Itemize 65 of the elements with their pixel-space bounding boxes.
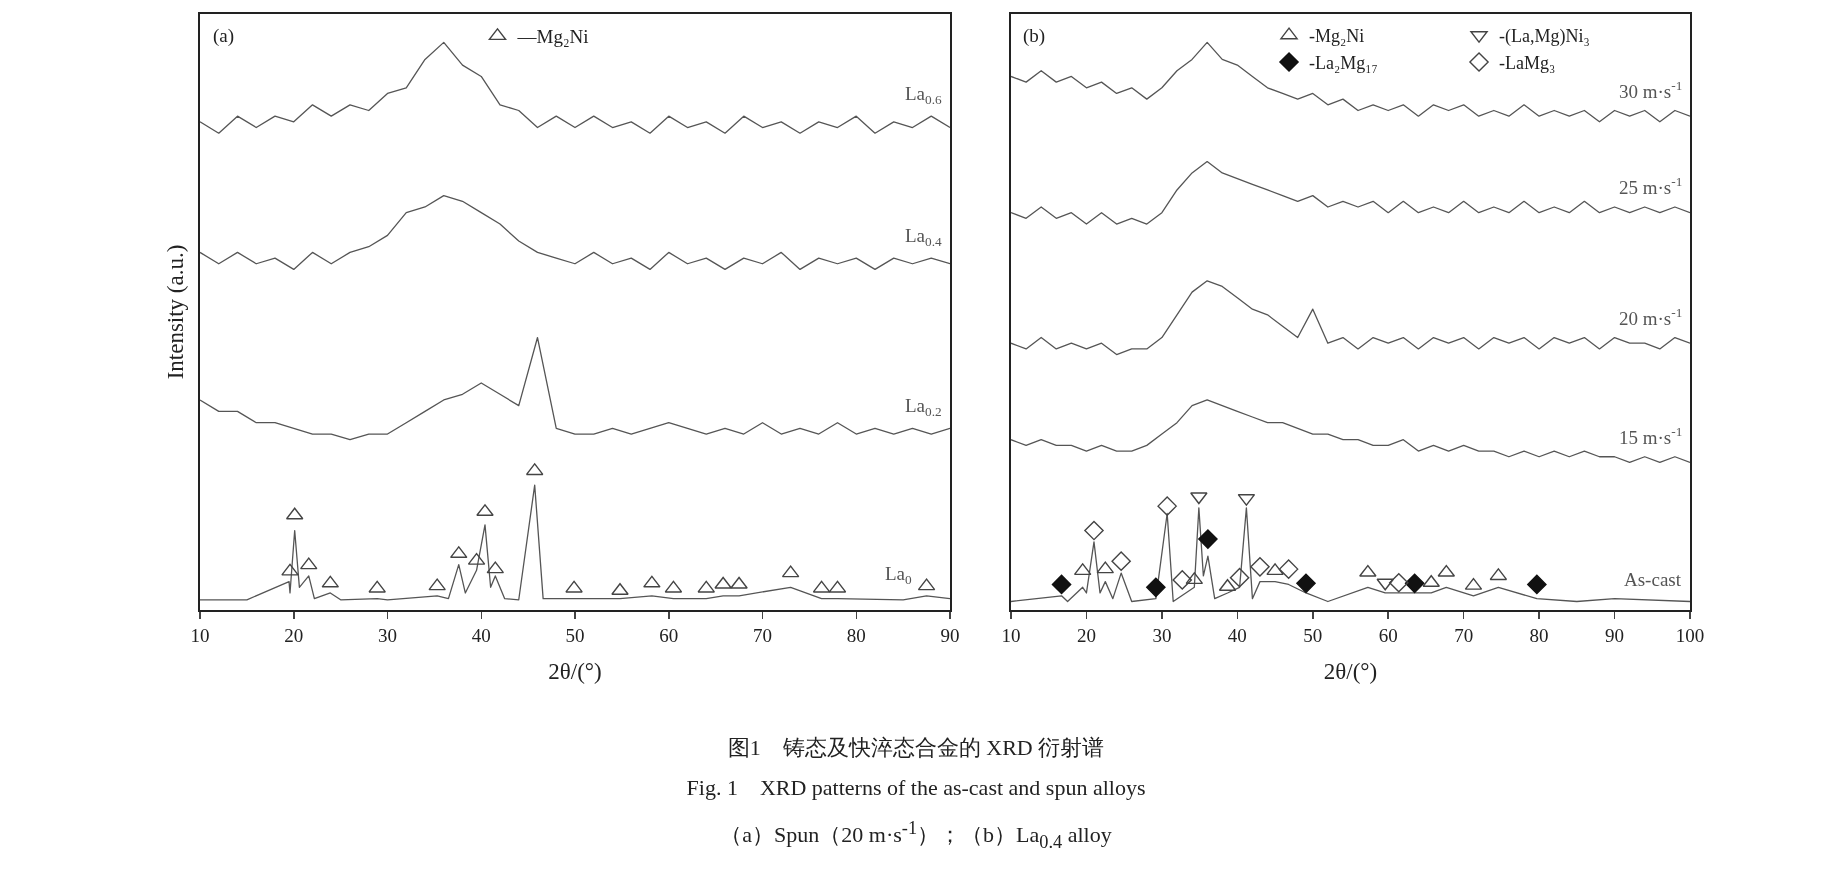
x-tick-label: 60 [1378,624,1398,646]
x-tick-label: 20 [1076,624,1096,646]
series-label: 30 m·s$^{-1}$ [1619,78,1683,102]
x-axis-title: 2θ/(°) [1323,658,1378,684]
point [1198,529,1218,549]
point [1266,563,1284,576]
point [1146,577,1166,598]
x-tick-label: 90 [940,624,960,646]
series-label: La$_{0.4}$ [905,225,943,249]
x-tick-label: 70 [1454,624,1474,646]
point [1111,551,1131,571]
point [428,578,446,591]
x-tick-label: 50 [1303,624,1323,646]
point [1404,573,1425,594]
legend-label: -(La,Mg)Ni₃ [1499,26,1590,48]
legend-label: -Mg₂Ni [1309,26,1365,47]
point [1388,572,1409,593]
point [565,580,583,593]
x-tick-label: 80 [1529,624,1549,646]
text: （a）Spun（20 m·s$^{-1}$）；（b）La$_{0.4}$ alloy [719,817,1113,854]
x-tick-label: 40 [1227,624,1247,646]
point [1084,520,1104,541]
point [1250,557,1270,577]
caption: Fig. 1 XRD patterns of the as-cast and spun alloys [685,774,1147,802]
x-tick-label: 50 [565,624,585,646]
x-tick-label: 30 [378,624,397,646]
point [1190,492,1208,505]
point [714,576,732,589]
series-label: 15 m·s$^{-1}$ [1619,424,1683,448]
point [281,563,299,576]
point [368,580,386,593]
legend-label: -LaMg₃ [1499,53,1556,74]
point [1296,573,1316,594]
x-tick-label: 20 [284,624,304,646]
x-tick-label: 30 [1152,624,1172,646]
point [1172,570,1193,590]
legend-label: -La₂Mg₁₇ [1309,53,1378,74]
y-axis-title: Intensity (a.u.) [162,244,188,380]
legend-label: —Mg₂Ni [516,26,589,48]
x-axis-title: 2θ/(°) [548,658,602,684]
point [1527,574,1547,595]
point [1229,567,1250,588]
series-label: 25 m·s$^{-1}$ [1619,174,1683,198]
series-label: As-cast [1624,569,1682,590]
point [1157,496,1177,516]
point [1359,564,1377,577]
series-label: La$_{0.2}$ [905,395,942,419]
series-label: La$_{0.6}$ [905,83,943,107]
point [1278,559,1299,579]
series-label: 20 m·s$^{-1}$ [1619,305,1683,329]
point [643,575,661,588]
x-tick-label: 40 [471,624,491,646]
point [730,576,748,589]
x-tick-label: 10 [1001,624,1021,646]
point [1051,574,1072,595]
annotation: (b) [1023,25,1046,47]
x-tick-label: 100 [1675,624,1705,646]
x-tick-label: 90 [1605,624,1625,646]
annotation: (a) [213,25,235,47]
x-tick-label: 10 [190,624,210,646]
caption: 图1 铸态及快淬态合金的 XRD 衍射谱 [726,734,1106,762]
x-tick-label: 80 [846,624,866,646]
x-tick-label: 70 [753,624,772,646]
x-tick-label: 60 [659,624,679,646]
series-label: La$_{0}$ [885,563,913,587]
